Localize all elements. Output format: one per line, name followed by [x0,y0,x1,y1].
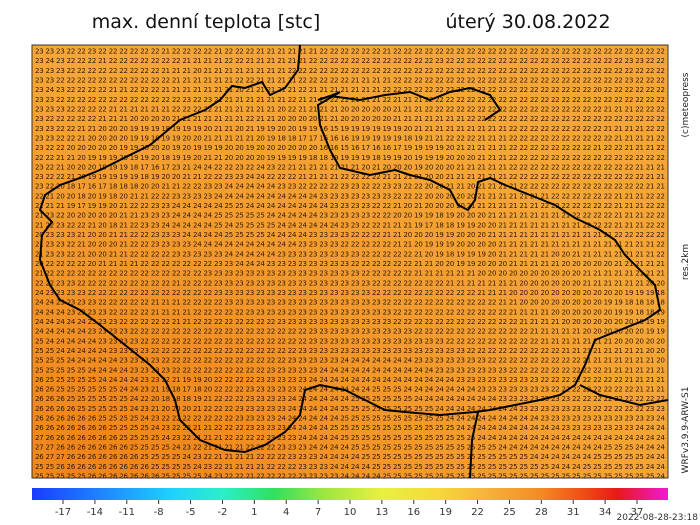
grid-row: 21 23 23 22 21 20 20 20 21 22 22 23 23 2… [35,241,665,249]
grid-row: 23 23 23 22 22 23 22 22 22 22 22 22 21 2… [35,48,665,56]
grid-row: 23 24 23 22 22 22 21 22 22 22 22 22 22 2… [35,57,665,65]
grid-row: 21 23 23 22 21 20 20 21 21 22 22 22 22 2… [35,250,665,258]
colorbar-label: 25 [503,507,516,518]
grid-row: 27 27 26 26 26 26 26 26 26 25 25 25 25 2… [35,444,666,452]
colorbar [32,488,668,500]
grid-row: 26 26 26 26 25 25 25 25 25 24 23 21 20 2… [35,405,665,413]
grid-row: 20 22 22 22 22 20 21 21 21 21 22 22 22 2… [35,260,665,268]
grid-row: 23 23 22 22 21 20 20 20 20 19 19 18 19 1… [35,134,665,142]
colorbar-label: 10 [344,507,357,518]
grid-row: 20 23 23 23 21 20 20 21 21 22 22 23 23 2… [35,231,665,239]
colorbar-label: 37 [631,507,644,518]
grid-row: 23 22 22 20 20 20 20 20 19 19 20 20 20 1… [35,144,665,152]
colorbar-label: -2 [217,507,227,518]
colorbar-label: 4 [283,507,289,518]
map-title: max. denní teplota [stc] [92,11,320,33]
grid-row: 23 23 22 22 22 22 22 22 22 22 22 22 22 2… [35,96,665,104]
colorbar-label: 22 [471,507,484,518]
grid-row: 23 22 22 21 20 19 19 19 19 19 18 19 20 2… [35,173,665,181]
grid-row: 23 23 23 22 22 22 22 22 22 22 22 22 21 2… [35,67,665,75]
grid-row: 23 23 23 22 22 22 22 21 21 21 21 21 21 2… [35,105,665,113]
colorbar-label: 34 [599,507,612,518]
grid-row: 23 22 20 18 17 16 17 18 18 18 20 20 21 2… [35,183,665,191]
colorbar-label: 1 [251,507,257,518]
resolution: res.2km [681,244,691,280]
grid-row: 25 25 24 24 24 24 24 23 23 23 23 22 22 2… [35,347,665,355]
grid-row: 24 24 23 23 23 23 22 22 22 22 22 21 21 2… [35,299,665,307]
timestamp: 2022-08-28-23:18 [617,513,699,523]
model: WRFv3.9.9-ARW-S1 [681,387,691,474]
grid-row: 24 24 24 23 23 23 23 22 22 22 22 21 21 2… [35,308,665,316]
colorbar-label: 28 [535,507,548,518]
grid-row: 23 23 22 22 22 22 22 22 22 22 22 22 22 2… [35,76,665,84]
colorbar-label: -8 [154,507,164,518]
grid-row: 22 21 21 19 17 19 19 20 21 22 22 23 23 2… [35,202,665,210]
grid-row: 23 24 23 22 22 22 22 21 21 22 22 22 21 2… [35,86,665,94]
grid-row: 22 22 21 21 20 19 19 19 20 19 19 20 18 1… [35,154,665,162]
colorbar-label: 13 [376,507,389,518]
colorbar-label: -11 [119,507,135,518]
border [329,86,502,121]
map-date: úterý 30.08.2022 [445,11,610,33]
grid-row: 26 26 26 26 26 26 26 25 25 25 25 24 23 2… [35,424,666,432]
grid-row: 22 22 23 23 22 22 22 22 22 22 22 22 22 2… [35,279,665,287]
colorbar-label: 7 [315,507,321,518]
grid-row: 25 25 26 26 26 26 26 26 26 26 26 25 25 2… [35,463,666,471]
copyright: (c)meteopress [681,72,691,137]
grid-row: 25 25 25 25 25 26 26 26 26 26 26 26 25 2… [35,473,666,481]
colorbar-label: -5 [186,507,196,518]
grid-row: 26 26 26 25 25 25 25 25 25 24 22 20 18 1… [35,395,665,403]
grid-row: 21 23 22 20 20 20 20 20 21 21 23 23 23 2… [35,212,665,220]
border [579,384,669,407]
grid-row: 26 25 25 25 25 25 24 24 24 24 23 23 22 2… [35,376,665,384]
grid-row: 23 23 22 22 21 21 20 20 20 19 19 19 18 1… [35,125,665,133]
colorbar-label: -17 [55,507,71,518]
colorbar-label: 31 [567,507,580,518]
grid-row: 22 21 20 20 18 20 19 18 20 21 21 22 22 2… [35,192,665,200]
colorbar-label: 19 [439,507,452,518]
value-grid: 23 23 23 22 22 23 22 22 22 22 22 22 21 2… [35,48,666,481]
map-area [31,44,669,479]
grid-row: 25 25 25 24 24 24 24 24 23 23 23 23 22 2… [35,357,665,365]
grid-row: 26 26 25 25 25 25 25 25 24 24 23 21 19 1… [35,386,665,394]
grid-row: 26 26 26 26 26 26 25 25 25 25 24 23 22 2… [35,415,666,423]
grid-row: 24 24 24 24 24 23 23 23 22 22 22 22 22 2… [35,318,665,326]
grid-row: 21 22 22 22 22 22 22 22 22 22 22 22 22 2… [35,270,665,278]
colorbar-labels: -17 -14 -11 -8 -5 -2 1 4 7 10 13 16 19 22 25 28 31 34 37 [55,500,644,518]
colorbar-label: 16 [407,507,420,518]
grid-row: 23 22 22 22 22 22 21 21 21 20 20 20 20 2… [35,115,665,123]
grid-row: 26 27 27 26 26 26 26 26 26 26 25 25 25 2… [35,453,666,461]
colorbar-label: -14 [87,507,103,518]
grid-row: 25 24 24 24 24 24 23 23 23 23 22 22 22 2… [35,337,665,345]
grid-row: 24 24 24 24 24 23 23 23 23 22 22 22 22 2… [35,328,665,336]
grid-row: 24 23 23 23 23 22 22 22 22 22 22 22 22 2… [35,289,665,297]
grid-row: 27 26 26 26 26 26 26 26 25 25 25 25 24 2… [35,434,666,442]
border [38,44,662,454]
grid-row: 23 22 21 20 20 20 19 19 19 18 17 16 17 2… [35,163,665,171]
grid-row: 25 25 25 25 25 24 24 24 24 23 23 23 23 2… [35,366,665,374]
grid-row: 21 22 23 22 22 21 20 18 21 22 23 23 24 2… [35,221,665,229]
border [469,411,479,479]
